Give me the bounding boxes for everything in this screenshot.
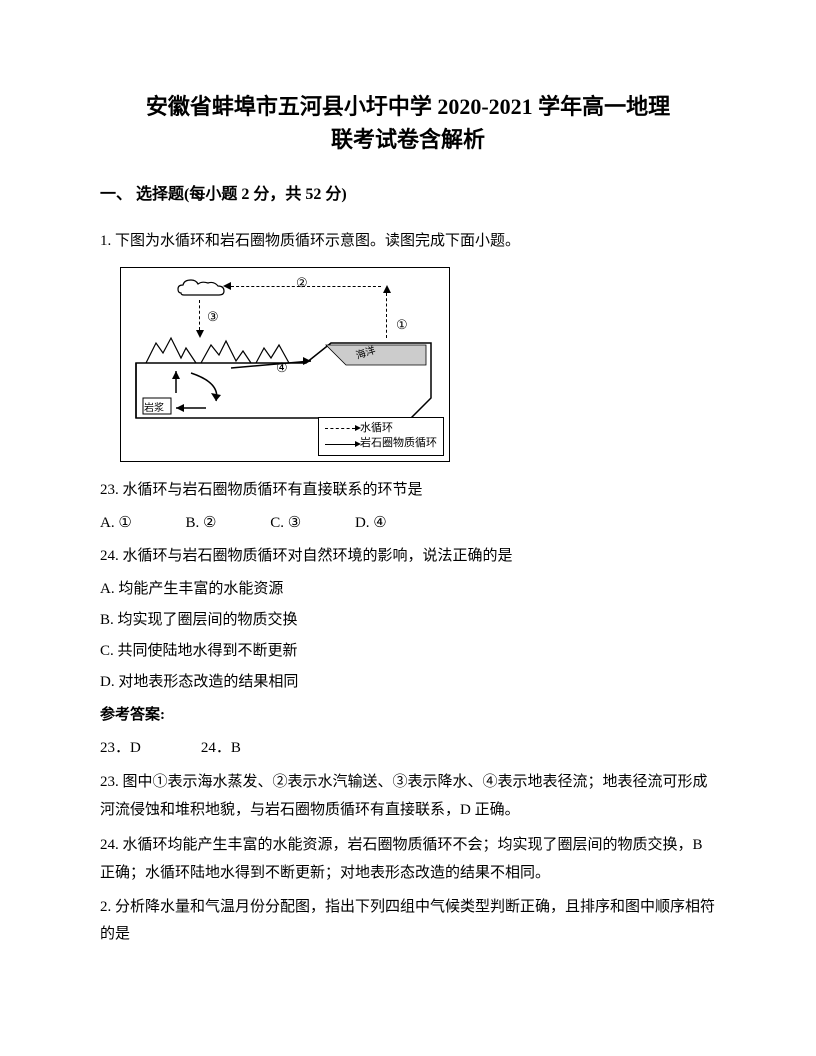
diagram-legend: 水循环 岩石圈物质循环 bbox=[318, 417, 444, 456]
section-1-header: 一、 选择题(每小题 2 分，共 52 分) bbox=[100, 181, 716, 210]
q23-option-b: B. ② bbox=[186, 510, 217, 537]
answer-header: 参考答案: bbox=[100, 702, 716, 729]
exam-title: 安徽省蚌埠市五河县小圩中学 2020-2021 学年高一地理 联考试卷含解析 bbox=[100, 90, 716, 156]
magma-label: 岩浆 bbox=[144, 400, 164, 418]
q23-option-c: C. ③ bbox=[270, 510, 301, 537]
legend-dashed-icon bbox=[325, 428, 355, 429]
legend-rock-label: 岩石圈物质循环 bbox=[360, 436, 437, 451]
question-23-text: 23. 水循环与岩石圈物质循环有直接联系的环节是 bbox=[100, 477, 716, 504]
explanation-24: 24. 水循环均能产生丰富的水能资源，岩石圈物质循环不会；均实现了圈层间的物质交… bbox=[100, 831, 716, 888]
legend-solid-icon bbox=[325, 444, 355, 445]
label-2: ② bbox=[296, 271, 308, 294]
question-23-options: A. ① B. ② C. ③ D. ④ bbox=[100, 510, 716, 537]
question-24-text: 24. 水循环与岩石圈物质循环对自然环境的影响，说法正确的是 bbox=[100, 543, 716, 570]
answer-values: 23．D 24．B bbox=[100, 735, 716, 762]
q23-option-d: D. ④ bbox=[355, 510, 387, 537]
q24-option-c: C. 共同使陆地水得到不断更新 bbox=[100, 638, 716, 665]
q24-option-b: B. 均实现了圈层间的物质交换 bbox=[100, 607, 716, 634]
cloud-icon bbox=[176, 278, 226, 298]
q24-option-d: D. 对地表形态改造的结果相同 bbox=[100, 669, 716, 696]
diagram-container: ② ③ ① bbox=[120, 267, 450, 462]
question-1-stem: 1. 下图为水循环和岩石圈物质循环示意图。读图完成下面小题。 bbox=[100, 228, 716, 255]
title-line-2: 联考试卷含解析 bbox=[100, 123, 716, 156]
q23-option-a: A. ① bbox=[100, 510, 132, 537]
q24-option-a: A. 均能产生丰富的水能资源 bbox=[100, 576, 716, 603]
question-2-stem: 2. 分析降水量和气温月份分配图，指出下列四组中气候类型判断正确，且排序和图中顺… bbox=[100, 894, 716, 948]
water-rock-cycle-diagram: ② ③ ① bbox=[120, 267, 450, 462]
label-4: ④ bbox=[276, 356, 288, 379]
title-line-1: 安徽省蚌埠市五河县小圩中学 2020-2021 学年高一地理 bbox=[100, 90, 716, 123]
legend-water-label: 水循环 bbox=[360, 421, 393, 436]
explanation-23: 23. 图中①表示海水蒸发、②表示水汽输送、③表示降水、④表示地表径流；地表径流… bbox=[100, 768, 716, 825]
